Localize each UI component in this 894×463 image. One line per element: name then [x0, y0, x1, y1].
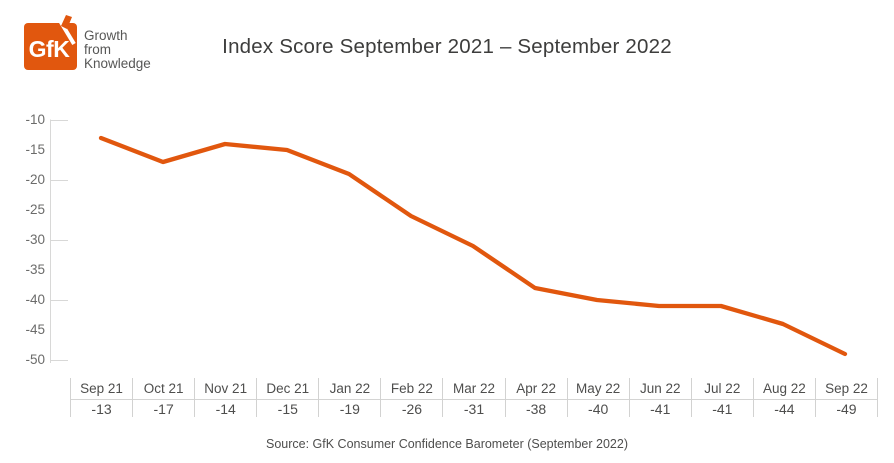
x-axis-column: Dec 21 -15 [256, 378, 319, 417]
x-axis-value-label: -14 [215, 401, 236, 417]
x-axis-column: Jun 22 -41 [628, 378, 691, 417]
tagline-line-3: Knowledge [84, 56, 151, 71]
gfk-logo-notch [57, 17, 76, 46]
x-axis-month-label: Sep 22 [815, 378, 878, 400]
x-axis-value-label: -13 [91, 401, 112, 417]
x-axis-month-label: Feb 22 [381, 378, 443, 400]
y-axis-label: -35 [25, 262, 45, 277]
tagline-line-1: Growth [84, 28, 128, 43]
y-axis-labels: -10 -15 -20 -25 -30 -35 -40 -45 -50 [0, 0, 45, 463]
y-axis-label: -20 [25, 172, 45, 187]
x-axis-column: Aug 22 -44 [752, 378, 815, 417]
x-axis-value-label: -41 [650, 401, 671, 417]
x-axis-column: Feb 22 -26 [380, 378, 443, 417]
y-axis-label: -25 [25, 202, 45, 217]
y-axis-label: -10 [25, 112, 45, 127]
tagline-line-2: from [84, 42, 111, 57]
x-axis-value-label: -41 [712, 401, 733, 417]
x-axis-month-label: Sep 21 [71, 378, 133, 400]
gfk-logo-mark: GfK [24, 15, 77, 70]
x-axis-table: Sep 21 -13 Oct 21 -17 Nov 21 -14 Dec 21 -15 Jan … [70, 378, 878, 417]
x-axis-month-label: Jun 22 [629, 378, 691, 400]
y-axis-label: -45 [25, 322, 45, 337]
x-axis-month-label: Apr 22 [505, 378, 567, 400]
x-axis-month-label: Mar 22 [443, 378, 505, 400]
x-axis-column: Jan 22 -19 [318, 378, 381, 417]
x-axis-value-label: -31 [463, 401, 485, 417]
x-axis-column: Oct 21 -17 [132, 378, 195, 417]
x-axis-month-label: Jan 22 [319, 378, 381, 400]
x-axis-month-label: Oct 21 [133, 378, 195, 400]
gfk-logo: GfK Growth from Knowledge [24, 14, 224, 74]
x-axis-value-label: -19 [339, 401, 360, 417]
chart-line [98, 135, 848, 357]
x-axis-value-label: -44 [774, 401, 795, 417]
x-axis-month-label: Dec 21 [257, 378, 319, 400]
x-axis-column: Nov 21 -14 [194, 378, 257, 417]
source-caption: Source: GfK Consumer Confidence Baromete… [266, 437, 628, 451]
y-axis-label: -15 [25, 142, 45, 157]
x-axis-value-label: -17 [153, 401, 174, 417]
x-axis-value-label: -38 [525, 401, 547, 417]
x-axis-value-label: -40 [588, 401, 609, 417]
x-axis-value-label: -49 [836, 401, 857, 417]
gfk-logo-accent [61, 15, 72, 29]
gfk-logo-text: GfK [29, 36, 71, 62]
x-axis-value-label: -15 [277, 401, 298, 417]
y-axis-label: -40 [25, 292, 45, 307]
x-axis-month-label: May 22 [567, 378, 629, 400]
gfk-logo-square [24, 23, 77, 70]
x-axis-month-label: Aug 22 [753, 378, 815, 400]
x-axis-value-label: -26 [401, 401, 423, 417]
x-axis-column: Sep 22 -49 [814, 378, 878, 417]
x-axis-column: May 22 -40 [566, 378, 629, 417]
x-axis-column: Jul 22 -41 [690, 378, 753, 417]
x-axis-column: Mar 22 -31 [442, 378, 505, 417]
gfk-logo-tagline: Growth from Knowledge [84, 29, 151, 71]
chart-title: Index Score September 2021 – September 2… [222, 35, 672, 58]
x-axis-month-label: Nov 21 [195, 378, 257, 400]
y-axis-label: -50 [25, 352, 45, 367]
x-axis-column: Sep 21 -13 [70, 378, 133, 417]
y-axis-label: -30 [25, 232, 45, 247]
x-axis-column: Apr 22 -38 [504, 378, 567, 417]
x-axis-month-label: Jul 22 [691, 378, 753, 400]
